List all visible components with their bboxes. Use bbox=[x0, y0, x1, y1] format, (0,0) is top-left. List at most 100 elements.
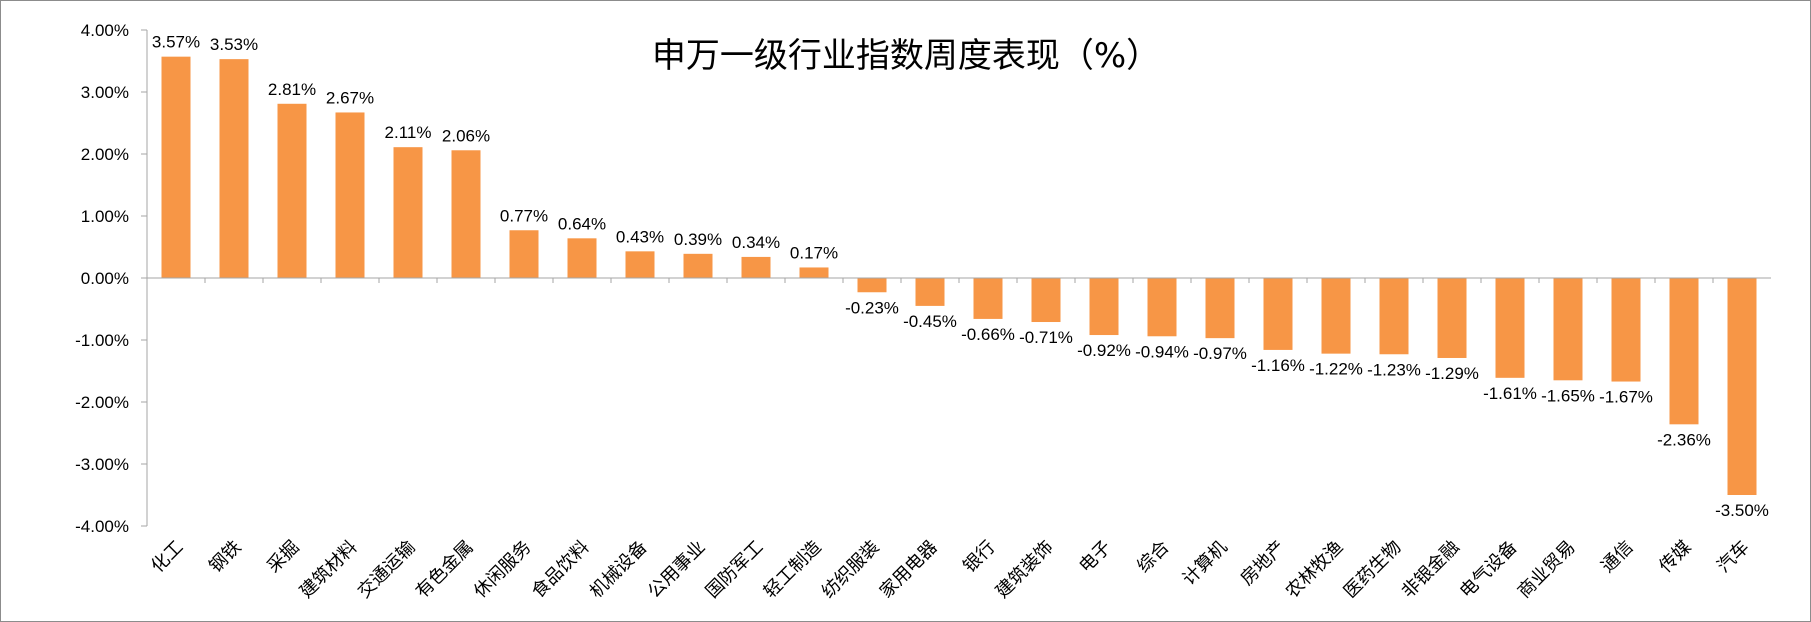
y-tick-label: 0.00% bbox=[81, 269, 129, 288]
x-tick-label: 综合 bbox=[1133, 537, 1173, 577]
x-tick-label: 商业贸易 bbox=[1514, 537, 1580, 603]
bar bbox=[1321, 278, 1351, 354]
bar bbox=[1611, 278, 1641, 382]
data-label: -1.16% bbox=[1251, 356, 1305, 375]
data-label: -1.67% bbox=[1599, 388, 1653, 407]
x-tick-label: 银行 bbox=[959, 537, 999, 577]
data-label: 2.11% bbox=[385, 123, 432, 142]
y-tick-label: -2.00% bbox=[75, 393, 129, 412]
data-label: 3.57% bbox=[152, 33, 200, 52]
bar bbox=[1553, 278, 1583, 381]
bar bbox=[451, 150, 481, 278]
bars bbox=[161, 56, 1757, 495]
bar bbox=[1669, 278, 1699, 425]
chart-title: 申万一级行业指数周度表现（%） bbox=[652, 36, 1160, 76]
x-tick-label: 机械设备 bbox=[586, 537, 652, 603]
data-label: -3.50% bbox=[1715, 501, 1769, 520]
y-tick-label: -1.00% bbox=[75, 331, 129, 350]
bar bbox=[277, 103, 307, 278]
x-tick-label: 电气设备 bbox=[1456, 537, 1522, 603]
x-tick-label: 家用电器 bbox=[876, 537, 942, 603]
data-label: 0.17% bbox=[790, 243, 838, 262]
x-axis: 化工 钢铁 采掘建筑材料交通运输有色金属休闲服务食品饮料机械设备公用事业国防军工轻工… bbox=[146, 277, 1771, 603]
data-label: 0.64% bbox=[558, 214, 606, 233]
data-label: -0.45% bbox=[903, 312, 957, 331]
bar bbox=[219, 59, 249, 278]
y-tick-label: 2.00% bbox=[81, 145, 129, 164]
bar bbox=[1205, 278, 1235, 339]
bar bbox=[915, 278, 945, 306]
bar bbox=[741, 256, 771, 278]
bar bbox=[1089, 278, 1119, 336]
bar bbox=[625, 251, 655, 278]
data-label: 2.06% bbox=[442, 126, 490, 145]
y-tick-label: 1.00% bbox=[81, 207, 129, 226]
data-label: 0.77% bbox=[500, 206, 548, 225]
data-label: 0.34% bbox=[732, 233, 780, 252]
x-tick-label: 计算机 bbox=[1179, 537, 1232, 590]
bar bbox=[799, 267, 829, 278]
data-label: 0.43% bbox=[616, 227, 664, 246]
bar bbox=[509, 230, 539, 278]
data-label: 3.53% bbox=[210, 35, 258, 54]
x-tick-label: 医药生物 bbox=[1340, 537, 1406, 603]
x-tick-label: 汽车 bbox=[1713, 537, 1753, 577]
data-label: -0.92% bbox=[1077, 341, 1131, 360]
x-tick-label: 纺织服装 bbox=[818, 537, 884, 603]
y-tick-label: 3.00% bbox=[81, 83, 129, 102]
bar bbox=[1263, 278, 1293, 350]
x-tick-label: 轻工制造 bbox=[760, 537, 826, 603]
x-tick-label: 国防军工 bbox=[702, 537, 768, 603]
bar bbox=[683, 253, 713, 278]
bar bbox=[1437, 278, 1467, 358]
x-tick-label: 建筑材料 bbox=[296, 537, 362, 603]
bar bbox=[1727, 278, 1757, 495]
x-tick-label: 交通运输 bbox=[354, 537, 420, 603]
x-tick-label: 公用事业 bbox=[644, 537, 710, 603]
data-label: 0.39% bbox=[674, 230, 722, 249]
x-tick-label: 非银金融 bbox=[1398, 537, 1464, 603]
data-label: -1.22% bbox=[1309, 360, 1363, 379]
bar bbox=[1147, 278, 1177, 337]
bar bbox=[161, 56, 191, 278]
data-label: -0.97% bbox=[1193, 344, 1247, 363]
x-tick-label: 电子 bbox=[1075, 537, 1115, 577]
bar bbox=[973, 278, 1003, 319]
data-label: -0.66% bbox=[961, 325, 1015, 344]
bar bbox=[1495, 278, 1525, 378]
data-label: -2.36% bbox=[1657, 430, 1711, 449]
y-axis: 4.00% 3.00% 2.00% 1.00% 0.00% -1.00% -2.00% -3.… bbox=[75, 21, 148, 536]
x-tick-label: 建筑装饰 bbox=[992, 537, 1058, 603]
bar bbox=[857, 278, 887, 293]
x-tick-label: 休闲服务 bbox=[470, 537, 536, 603]
data-label: -0.23% bbox=[845, 298, 899, 317]
y-tick-label: 4.00% bbox=[81, 21, 129, 40]
y-tick-label: -3.00% bbox=[75, 455, 129, 474]
x-tick-label: 农林牧渔 bbox=[1282, 537, 1348, 603]
x-tick-label: 有色金属 bbox=[412, 537, 478, 603]
bar bbox=[567, 238, 597, 278]
x-tick-label: 采掘 bbox=[263, 537, 303, 577]
data-label: 2.67% bbox=[326, 88, 374, 107]
x-tick-label: 通信 bbox=[1597, 537, 1637, 577]
data-label: 2.81% bbox=[268, 80, 316, 99]
data-labels: 3.57% 3.53% 2.81% 2.67% 2.11% 2.06% 0.77% 0.64%… bbox=[152, 33, 1769, 520]
x-tick-label: 房地产 bbox=[1237, 537, 1290, 590]
x-tick-label: 化工 bbox=[147, 537, 187, 577]
y-tick-label: -4.00% bbox=[75, 517, 129, 536]
bar bbox=[1379, 278, 1409, 355]
data-label: -1.65% bbox=[1541, 386, 1595, 405]
data-label: -1.29% bbox=[1425, 364, 1479, 383]
bar bbox=[1031, 278, 1061, 323]
x-tick-label: 食品饮料 bbox=[528, 537, 594, 603]
data-label: -1.23% bbox=[1367, 360, 1421, 379]
bar bbox=[335, 112, 365, 279]
x-tick-label: 钢铁 bbox=[205, 537, 245, 577]
data-label: -1.61% bbox=[1483, 384, 1537, 403]
x-tick-label: 传媒 bbox=[1655, 537, 1695, 577]
bar bbox=[393, 147, 423, 278]
data-label: -0.94% bbox=[1135, 342, 1189, 361]
data-label: -0.71% bbox=[1019, 328, 1073, 347]
